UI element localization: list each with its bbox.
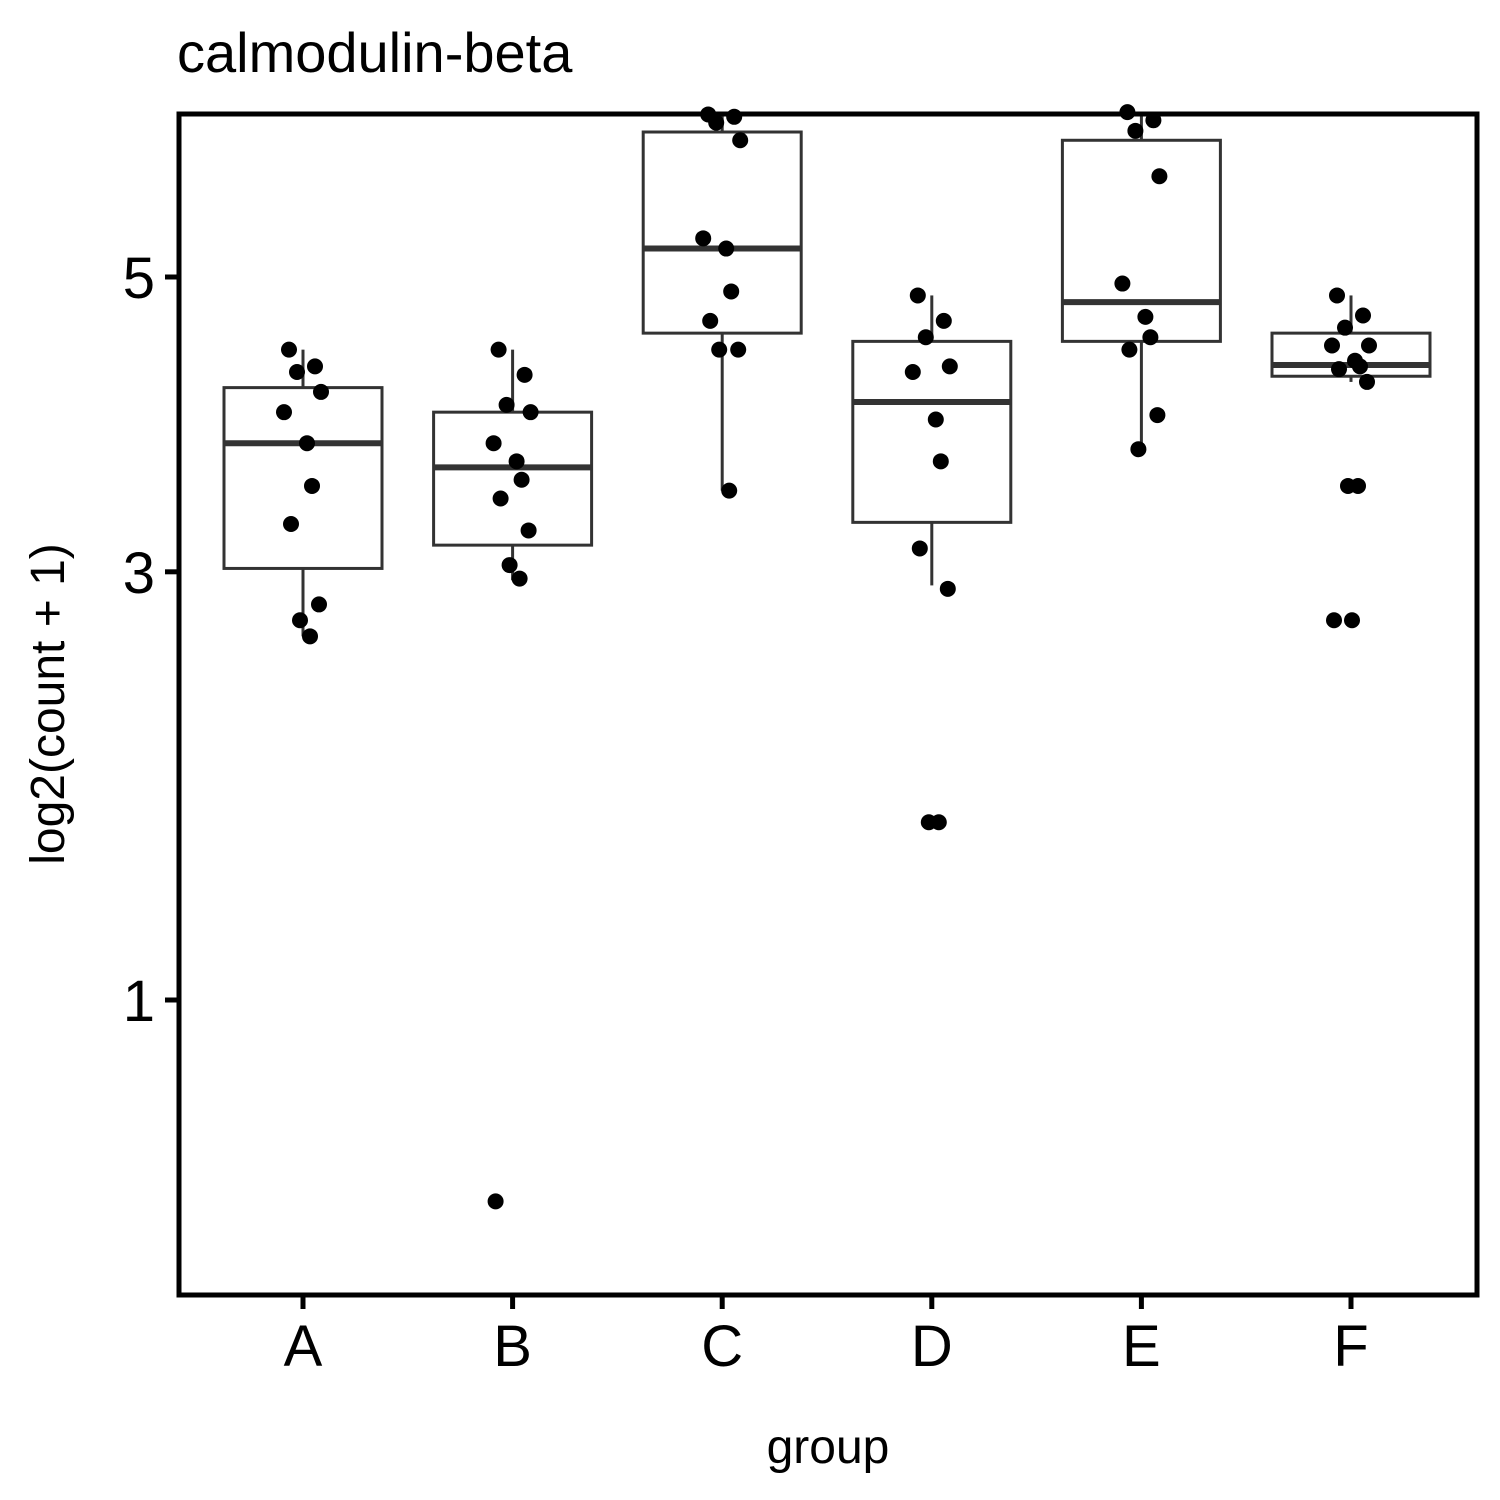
point-A-3 bbox=[313, 383, 329, 400]
box-F bbox=[1270, 295, 1432, 382]
point-B-3 bbox=[522, 404, 539, 421]
point-A-10 bbox=[302, 628, 318, 645]
iqr-box-A bbox=[222, 386, 384, 570]
point-B-9 bbox=[501, 557, 518, 574]
point-D-5 bbox=[927, 411, 944, 428]
point-C-1 bbox=[726, 108, 743, 125]
point-B-5 bbox=[508, 453, 525, 470]
point-E-4 bbox=[1114, 275, 1131, 292]
point-A-1 bbox=[307, 358, 323, 375]
point-F-6 bbox=[1352, 358, 1368, 375]
point-B-4 bbox=[485, 435, 502, 452]
point-B-8 bbox=[520, 522, 537, 539]
point-F-2 bbox=[1337, 319, 1353, 336]
point-A-9 bbox=[292, 612, 308, 629]
box-C bbox=[641, 114, 803, 491]
point-F-1 bbox=[1355, 307, 1371, 324]
point-F-4 bbox=[1324, 337, 1340, 354]
point-A-6 bbox=[304, 477, 320, 494]
box-E bbox=[1060, 114, 1222, 444]
point-E-6 bbox=[1142, 329, 1159, 346]
point-A-8 bbox=[311, 596, 327, 613]
x-tick-label-C: C bbox=[701, 1314, 743, 1379]
iqr-box-E bbox=[1060, 138, 1222, 343]
boxes-layer bbox=[222, 114, 1432, 637]
x-tick-label-F: F bbox=[1333, 1314, 1368, 1379]
point-F-11 bbox=[1326, 612, 1342, 629]
point-C-5 bbox=[718, 240, 735, 257]
point-B-2 bbox=[498, 396, 515, 413]
y-tick-label-3: 3 bbox=[123, 541, 155, 606]
point-A-0 bbox=[281, 341, 297, 358]
iqr-box-D bbox=[851, 339, 1013, 524]
point-E-9 bbox=[1130, 441, 1147, 458]
point-F-12 bbox=[1344, 612, 1360, 629]
point-C-6 bbox=[723, 283, 740, 300]
box-D bbox=[851, 295, 1013, 586]
point-E-5 bbox=[1137, 308, 1154, 325]
iqr-box-C bbox=[641, 130, 803, 335]
x-tick-label-E: E bbox=[1122, 1314, 1161, 1379]
chart-title: calmodulin-beta bbox=[177, 21, 573, 84]
point-C-9 bbox=[711, 341, 728, 358]
x-tick-label-D: D bbox=[911, 1314, 953, 1379]
point-B-11 bbox=[487, 1193, 504, 1210]
point-C-4 bbox=[695, 230, 712, 247]
box-A bbox=[222, 349, 384, 637]
x-axis-title: group bbox=[767, 1421, 890, 1474]
point-F-10 bbox=[1350, 477, 1366, 494]
point-B-0 bbox=[490, 341, 507, 358]
point-B-10 bbox=[511, 570, 528, 587]
point-A-4 bbox=[276, 404, 292, 421]
x-tick-label-A: A bbox=[284, 1314, 323, 1379]
point-E-7 bbox=[1121, 341, 1138, 358]
y-tick-label-5: 5 bbox=[123, 246, 155, 311]
point-B-7 bbox=[492, 490, 509, 507]
points-layer bbox=[276, 104, 1377, 1210]
point-F-7 bbox=[1331, 361, 1347, 378]
point-D-3 bbox=[941, 358, 958, 375]
point-A-7 bbox=[283, 515, 299, 532]
point-D-4 bbox=[904, 364, 921, 381]
y-axis-title: log2(count + 1) bbox=[22, 543, 75, 865]
point-F-0 bbox=[1329, 287, 1345, 304]
point-D-0 bbox=[909, 287, 926, 304]
point-F-3 bbox=[1361, 337, 1377, 354]
point-E-8 bbox=[1149, 407, 1166, 424]
point-B-6 bbox=[513, 471, 530, 488]
point-C-10 bbox=[721, 482, 738, 499]
plot-frame bbox=[176, 111, 1480, 1298]
iqr-box-B bbox=[432, 410, 594, 547]
y-axis: 1 3 5 bbox=[123, 246, 179, 1034]
point-C-7 bbox=[702, 312, 719, 329]
point-C-3 bbox=[732, 132, 749, 149]
point-C-8 bbox=[730, 341, 747, 358]
point-D-7 bbox=[911, 540, 928, 557]
point-A-5 bbox=[299, 435, 315, 452]
point-E-2 bbox=[1127, 122, 1144, 139]
point-D-1 bbox=[935, 312, 952, 329]
x-tick-label-B: B bbox=[493, 1314, 532, 1379]
point-D-10 bbox=[930, 814, 947, 831]
y-tick-label-1: 1 bbox=[123, 969, 155, 1034]
point-F-8 bbox=[1359, 373, 1375, 390]
point-C-2 bbox=[708, 114, 725, 131]
x-axis: A B C D E F bbox=[284, 1295, 1369, 1379]
point-E-3 bbox=[1151, 168, 1168, 185]
point-D-2 bbox=[917, 329, 934, 346]
point-D-6 bbox=[932, 453, 949, 470]
point-A-2 bbox=[289, 364, 305, 381]
point-D-8 bbox=[939, 580, 956, 597]
point-B-1 bbox=[516, 366, 533, 383]
